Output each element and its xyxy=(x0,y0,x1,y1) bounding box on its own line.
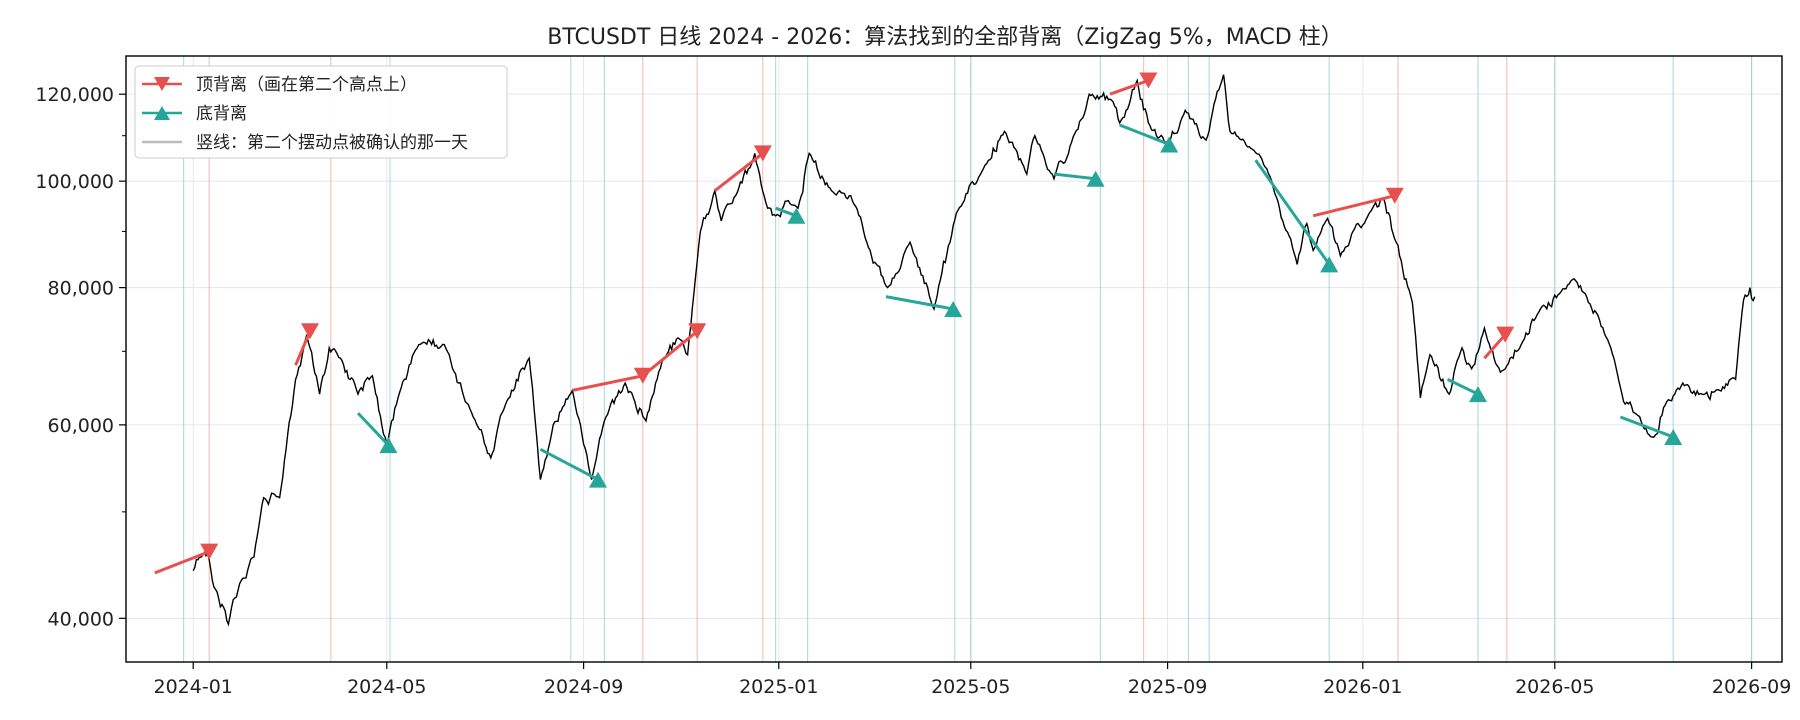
bottom-divergence-marker xyxy=(1664,428,1683,445)
price-line xyxy=(192,74,1756,627)
bottom-divergence-marker xyxy=(379,437,398,454)
bottom-divergence-marker xyxy=(1086,170,1105,187)
x-tick-label: 2025-09 xyxy=(1128,676,1207,698)
bottom-divergence-marker xyxy=(1320,256,1339,273)
y-tick-label: 120,000 xyxy=(35,84,114,106)
top-divergence-line xyxy=(1312,194,1396,218)
top-divergence-line xyxy=(294,330,312,366)
bottom-divergence-line xyxy=(1619,415,1674,439)
x-tick-label: 2026-05 xyxy=(1515,676,1594,698)
x-tick-label: 2024-05 xyxy=(347,676,426,698)
bottom-divergence-marker xyxy=(1469,386,1487,403)
bottom-divergence-line xyxy=(1254,159,1331,266)
legend-top-marker xyxy=(154,77,170,91)
top-divergence-marker xyxy=(1385,187,1404,204)
bottom-divergence-line xyxy=(1446,378,1479,396)
legend-box xyxy=(134,65,508,159)
y-tick-label: 40,000 xyxy=(48,608,114,630)
top-divergence-line xyxy=(154,550,210,575)
legend-label-confirm: 竖线：第二个摆动点被确认的那一天 xyxy=(196,133,468,153)
y-tick-label: 80,000 xyxy=(48,278,114,300)
chart-title: BTCUSDT 日线 2024 - 2026：算法找到的全部背离（ZigZag … xyxy=(547,25,1342,50)
x-tick-label: 2025-01 xyxy=(739,676,818,698)
legend-label-top: 顶背离（画在第二个高点上） xyxy=(196,75,417,95)
confirm-line-layer xyxy=(183,56,1753,662)
top-divergence-line xyxy=(641,330,699,377)
legend: 顶背离（画在第二个高点上） 底背离 竖线：第二个摆动点被确认的那一天 xyxy=(134,65,508,159)
bottom-divergence-marker xyxy=(787,207,806,224)
top-divergence-marker xyxy=(1139,72,1158,89)
x-tick-label: 2025-05 xyxy=(931,676,1010,698)
top-divergence-marker xyxy=(688,323,707,340)
top-divergence-marker xyxy=(753,145,772,162)
legend-bottom-marker xyxy=(154,106,170,120)
divergence-layer xyxy=(154,72,1683,575)
bottom-divergence-marker xyxy=(1160,136,1179,153)
x-tick-label: 2026-01 xyxy=(1323,676,1402,698)
bottom-divergence-line xyxy=(1119,123,1170,146)
y-tick-label: 60,000 xyxy=(48,415,114,437)
bottom-divergence-line xyxy=(356,412,390,447)
bottom-divergence-marker xyxy=(589,471,607,488)
top-divergence-line xyxy=(1483,333,1507,360)
legend-label-bottom: 底背离 xyxy=(196,104,247,124)
x-tick-label: 2024-09 xyxy=(544,676,623,698)
top-divergence-marker xyxy=(200,543,219,560)
top-divergence-line xyxy=(572,374,644,392)
y-tick-label: 100,000 xyxy=(35,171,114,193)
bottom-divergence-marker xyxy=(944,300,963,317)
top-divergence-marker xyxy=(301,323,319,340)
x-tick-label: 2026-09 xyxy=(1712,676,1791,698)
bottom-divergence-line xyxy=(539,448,599,481)
top-divergence-line xyxy=(1109,79,1149,96)
bottom-divergence-line xyxy=(885,295,954,311)
y-axis: 40,000 60,000 80,000 100,000 120,000 xyxy=(35,84,126,630)
x-axis: 2024-01 2024-05 2024-09 2025-01 2025-05 2025-… xyxy=(154,662,1791,698)
top-divergence-line xyxy=(713,152,764,192)
plot-frame xyxy=(125,55,1783,663)
top-divergence-marker xyxy=(1496,326,1515,343)
bottom-divergence-line xyxy=(1053,172,1096,181)
price-layer xyxy=(192,74,1756,627)
x-tick-label: 2024-01 xyxy=(154,676,233,698)
